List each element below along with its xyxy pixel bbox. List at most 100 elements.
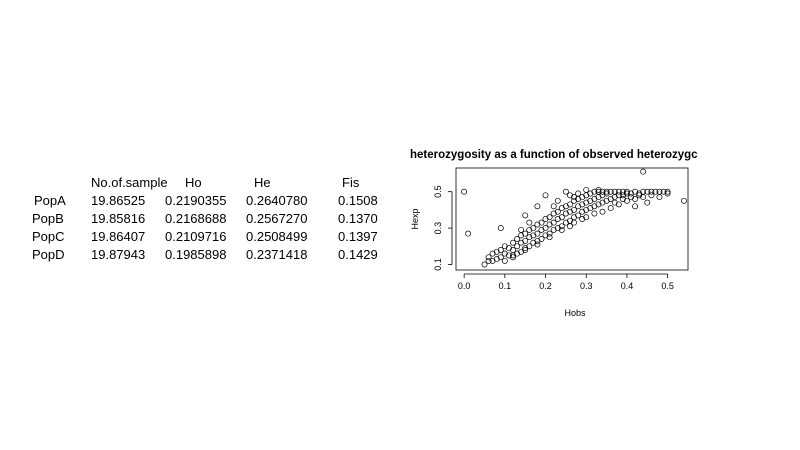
data-point [558,226,565,233]
row-pop-label: PopC [32,229,65,244]
data-point [514,236,521,242]
data-point [546,221,553,228]
data-point [599,192,606,199]
data-point [505,252,512,259]
row-he-value: 0.2371418 [246,247,308,262]
data-point [632,203,639,210]
data-point [497,254,504,261]
data-point [530,225,537,232]
data-point [587,190,594,197]
data-point [623,188,630,195]
data-point [632,188,639,195]
data-point [522,247,529,253]
data-point [599,199,606,206]
data-point [542,192,549,199]
row-fis-value: 0.1397 [338,229,378,244]
header-ho: Ho [185,175,202,190]
data-point [554,208,561,215]
data-point [660,188,667,195]
data-point [518,239,525,246]
row-ho-value: 0.2190355 [165,193,227,208]
data-point [550,219,557,226]
data-point [571,206,577,213]
data-point [522,237,529,244]
data-point [510,239,516,246]
data-point [623,197,630,204]
data-point [680,197,687,204]
data-point [554,225,561,232]
data-point [656,194,663,201]
data-point [489,257,496,264]
data-point [534,230,541,237]
data-point [538,236,545,242]
data-point [526,226,533,233]
data-point [579,201,586,208]
y-axis-label: Hexp [410,208,420,229]
data-point [518,248,525,255]
stats-table: No.of.sample Ho He Fis PopA 19.86525 0.2… [32,175,378,262]
y-tick-label: 0.3 [433,222,443,235]
row-he-value: 0.2508499 [246,229,308,244]
data-point [530,232,537,239]
data-point [538,226,545,233]
header-he: He [254,175,271,190]
data-point [611,188,618,195]
data-point [534,221,541,228]
data-point [510,254,516,261]
data-point [632,196,639,202]
data-point [501,243,508,250]
data-point [530,239,537,246]
x-axis-label: Hobs [564,308,586,318]
data-point [595,188,602,195]
row-ho-value: 0.1985898 [165,247,227,262]
data-point [558,223,565,230]
data-point [550,203,557,210]
data-point [567,201,573,208]
data-point [567,192,573,199]
data-point [567,217,573,224]
data-point [510,247,516,253]
points-layer [461,168,687,268]
row-sample-count: 19.86525 [91,193,146,208]
data-point [615,201,622,208]
data-point [562,203,569,210]
data-point [571,194,577,201]
data-point [493,256,500,263]
row-sample-count: 19.87943 [91,247,146,262]
data-point [640,168,647,175]
data-point [648,192,655,199]
row-fis-value: 0.1508 [338,193,378,208]
data-point [489,250,496,257]
data-point [628,194,634,201]
data-point [652,188,659,195]
data-point [595,194,602,201]
y-axis: 0.1 0.3 0.5 [433,185,453,271]
data-point [595,186,602,193]
y-tick-label: 0.5 [433,185,443,198]
data-point [664,190,671,197]
data-point [501,257,508,264]
data-point [571,219,577,226]
row-pop-label: PopD [32,247,65,262]
data-point [640,188,647,195]
data-point [575,190,582,197]
row-he-value: 0.2567270 [246,211,308,226]
data-point [526,243,533,250]
data-point [644,188,651,195]
x-tick-label: 0.3 [580,281,593,291]
data-point [485,257,492,264]
row-ho-value: 0.2168688 [165,211,227,226]
data-point [603,197,610,204]
data-point [562,188,569,195]
data-point [461,188,468,195]
data-point [514,250,521,257]
data-point [583,186,590,193]
data-point [644,199,651,206]
data-point [587,197,594,204]
data-point [518,226,525,233]
data-point [542,216,549,222]
data-point [558,214,565,221]
data-point [636,192,643,199]
data-point [607,196,614,202]
data-point [591,188,598,195]
